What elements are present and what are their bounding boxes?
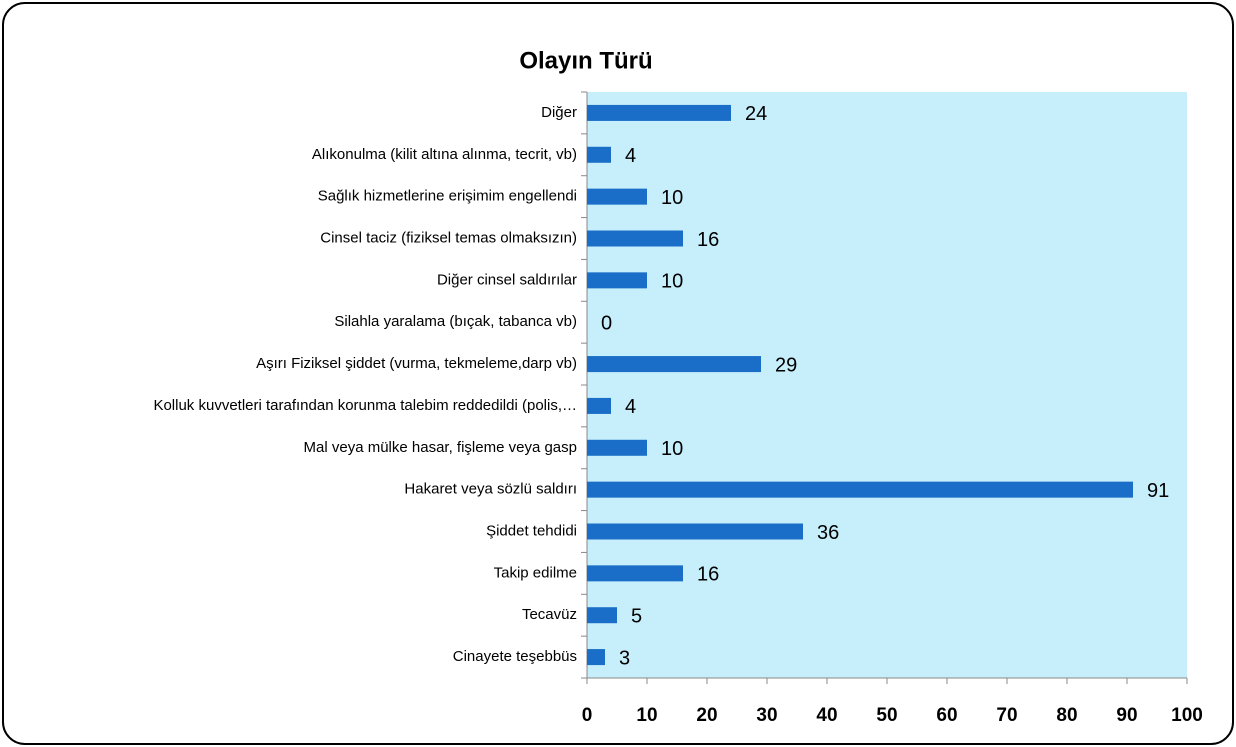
y-tick-label: Tecavüz xyxy=(522,606,577,623)
y-tick-label: Mal veya mülke hasar, fişleme veya gasp xyxy=(304,439,577,456)
value-label: 16 xyxy=(697,564,719,586)
bar xyxy=(587,146,611,163)
x-tick-label: 40 xyxy=(816,705,837,726)
value-label: 10 xyxy=(661,271,683,293)
y-tick-label: Cinayete teşebbüs xyxy=(453,648,577,665)
bar xyxy=(587,397,611,414)
y-tick-label: Sağlık hizmetlerine erişimim engellendi xyxy=(318,188,577,205)
bar xyxy=(587,104,731,121)
y-tick-label: Alıkonulma (kilit altına alınma, tecrit,… xyxy=(312,146,577,163)
value-label: 10 xyxy=(661,187,683,209)
x-tick-label: 70 xyxy=(996,705,1017,726)
bar xyxy=(587,607,617,624)
y-tick-label: Silahla yaralama (bıçak, tabanca vb) xyxy=(334,313,577,330)
y-tick-label: Diğer cinsel saldırılar xyxy=(437,271,577,288)
x-tick-label: 80 xyxy=(1056,705,1077,726)
x-tick-label: 0 xyxy=(582,705,593,726)
bar xyxy=(587,523,803,540)
bar xyxy=(587,356,761,373)
y-tick-label: Hakaret veya sözlü saldırı xyxy=(404,481,577,498)
value-label: 5 xyxy=(631,605,642,627)
bar xyxy=(587,439,647,456)
value-label: 24 xyxy=(745,103,767,125)
x-tick-label: 20 xyxy=(696,705,717,726)
value-label: 36 xyxy=(817,522,839,544)
y-tick-label: Diğer xyxy=(541,104,577,121)
x-tick-label: 60 xyxy=(936,705,957,726)
x-tick-label: 90 xyxy=(1116,705,1137,726)
value-label: 91 xyxy=(1147,480,1169,502)
chart-title: Olayın Türü xyxy=(519,47,652,74)
y-tick-label: Kolluk kuvvetleri tarafından korunma tal… xyxy=(153,397,577,414)
x-tick-label: 30 xyxy=(756,705,777,726)
y-tick-label: Aşırı Fiziksel şiddet (vurma, tekmeleme,… xyxy=(256,355,577,372)
x-tick-label: 100 xyxy=(1171,705,1203,726)
x-tick-label: 10 xyxy=(636,705,657,726)
bar xyxy=(587,649,605,666)
y-tick-label: Takip edilme xyxy=(494,564,577,581)
bar xyxy=(587,188,647,205)
bar xyxy=(587,481,1133,498)
value-label: 10 xyxy=(661,438,683,460)
bar xyxy=(587,230,683,247)
bar xyxy=(587,272,647,289)
bar xyxy=(587,565,683,582)
x-tick-label: 50 xyxy=(876,705,897,726)
value-label: 3 xyxy=(619,647,630,669)
value-label: 4 xyxy=(625,145,636,167)
plot-area xyxy=(587,92,1187,678)
value-label: 16 xyxy=(697,229,719,251)
y-tick-label: Şiddet tehdidi xyxy=(486,522,577,539)
value-label: 0 xyxy=(601,312,612,334)
value-label: 4 xyxy=(625,396,636,418)
y-tick-label: Cinsel taciz (fiziksel temas olmaksızın) xyxy=(320,229,577,246)
value-label: 29 xyxy=(775,354,797,376)
